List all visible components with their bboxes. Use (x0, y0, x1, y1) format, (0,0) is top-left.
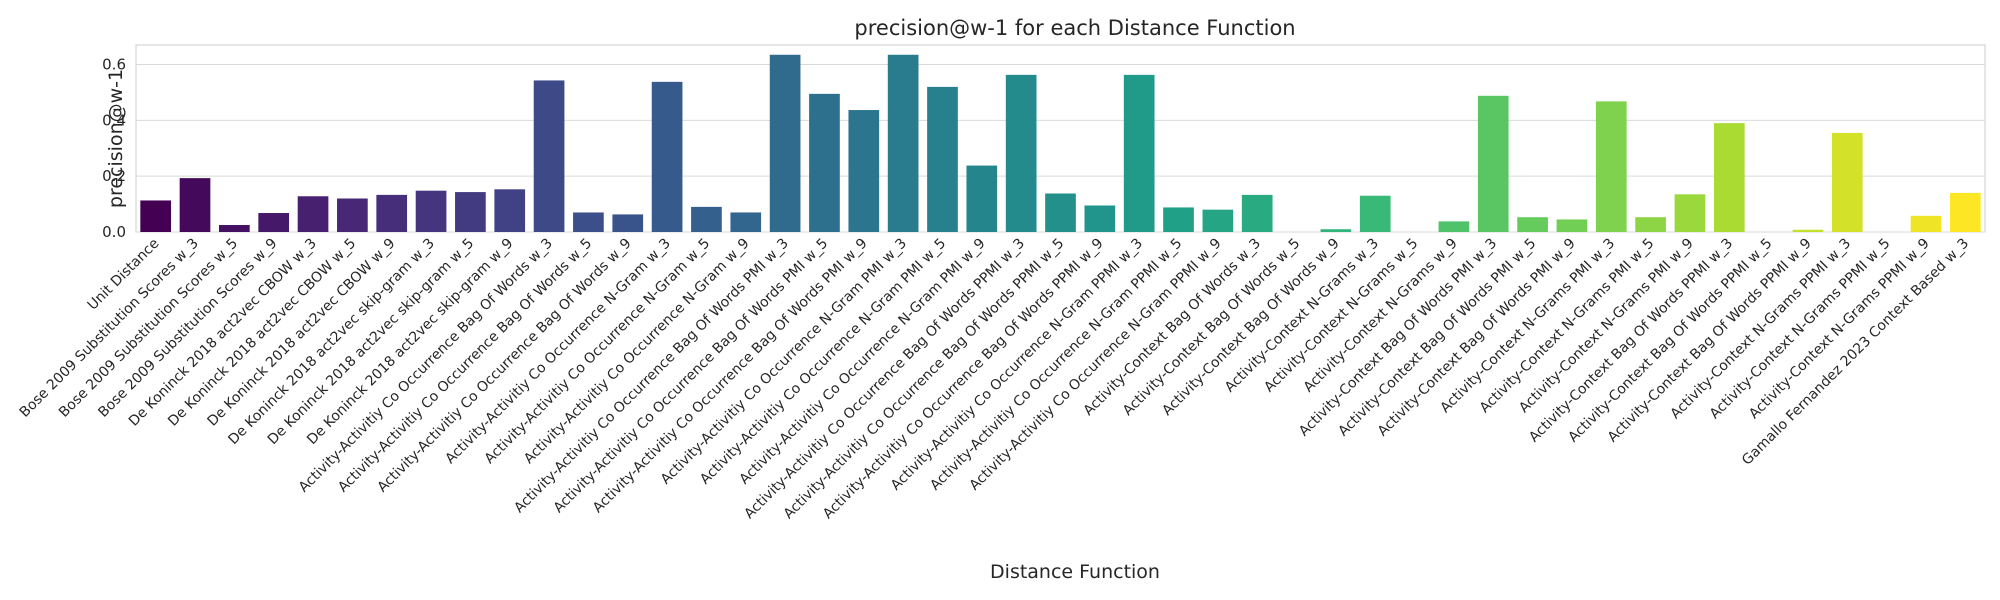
bar-25 (1123, 74, 1155, 232)
bar-2 (219, 225, 250, 232)
bar-20 (927, 86, 958, 233)
bar-1 (179, 178, 211, 232)
bar-16 (769, 54, 801, 232)
bar-10 (533, 80, 565, 233)
bar-26 (1163, 207, 1194, 232)
bar-45 (1910, 215, 1942, 232)
bar-37 (1595, 101, 1627, 232)
bar-38 (1635, 217, 1666, 232)
bar-14 (691, 206, 722, 232)
bar-7 (415, 190, 447, 232)
bar-42 (1792, 229, 1824, 232)
bar-24 (1084, 205, 1116, 232)
bar-46 (1949, 192, 1981, 232)
plot-area (135, 44, 1986, 233)
bar-31 (1359, 195, 1391, 232)
bar-40 (1713, 123, 1745, 232)
bar-18 (848, 110, 880, 232)
bar-23 (1045, 193, 1076, 232)
bar-35 (1517, 217, 1548, 232)
bar-17 (809, 93, 840, 232)
bar-11 (573, 212, 604, 232)
bar-34 (1477, 95, 1509, 232)
bar-8 (455, 192, 486, 232)
bar-15 (730, 212, 762, 232)
bar-12 (612, 214, 644, 232)
bar-39 (1674, 194, 1706, 232)
y-axis: 0.0 0.2 0.4 0.6 (102, 56, 126, 241)
bar-43 (1831, 132, 1863, 232)
y-tick-label-0: 0.0 (102, 223, 126, 241)
x-tick-label-1: Bose 2009 Substitution Scores w_3 (17, 236, 202, 421)
bar-3 (258, 213, 290, 232)
bar-0 (140, 200, 172, 232)
bar-21 (966, 165, 998, 232)
x-tick-label-2: Bose 2009 Substitution Scores w_5 (56, 236, 241, 421)
bar-6 (376, 194, 408, 232)
bar-28 (1241, 194, 1273, 232)
chart-title: precision@w-1 for each Distance Function (854, 16, 1295, 40)
bar-27 (1202, 209, 1234, 232)
y-tick-label-2: 0.4 (102, 111, 126, 129)
bars (140, 54, 1981, 233)
bar-36 (1556, 219, 1588, 232)
bar-9 (494, 189, 526, 232)
bar-13 (651, 81, 683, 232)
y-tick-label-3: 0.6 (102, 56, 126, 74)
y-axis-title: precision@w-1 (105, 69, 127, 208)
bar-4 (297, 196, 329, 232)
y-tick-label-1: 0.2 (102, 167, 126, 185)
bar-5 (337, 198, 368, 232)
bar-30 (1320, 229, 1352, 232)
bar-33 (1438, 221, 1470, 232)
bar-19 (887, 54, 919, 232)
x-axis-title: Distance Function (990, 561, 1160, 583)
bar-22 (1005, 74, 1037, 232)
